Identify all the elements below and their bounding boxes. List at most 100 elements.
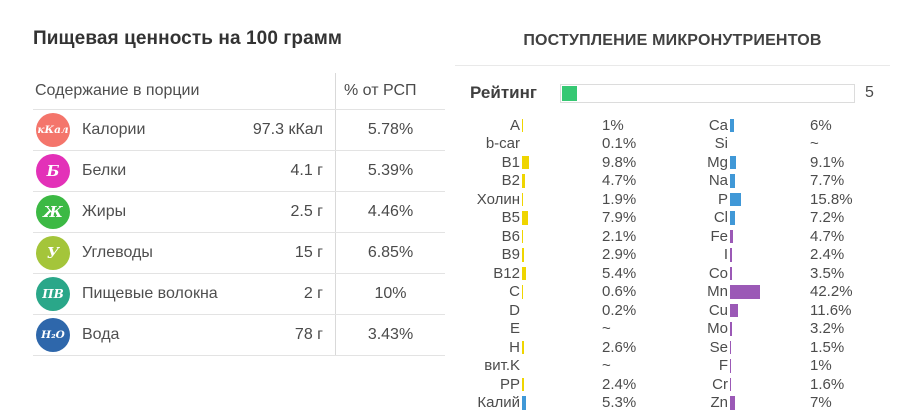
micronutrient-label: Cl	[713, 209, 728, 227]
micronutrient-bar	[520, 190, 602, 209]
micronutrient-bar	[728, 153, 810, 172]
nutrient-row: ПВ Пищевые волокна 2 г 10%	[33, 274, 445, 315]
nutrient-percent: 10%	[335, 274, 445, 314]
nutrient-percent: 4.46%	[335, 192, 445, 232]
nutrient-label: Жиры	[82, 203, 127, 220]
rating-progress-bar	[560, 83, 855, 103]
micronutrient-label: B9	[501, 246, 520, 264]
micronutrient-value: 2.1%	[602, 227, 637, 245]
micronutrient-bar	[728, 264, 810, 283]
micronutrient-row: вит.K ~ F 1%	[455, 357, 890, 376]
micronutrient-bar	[520, 320, 602, 339]
micronutrient-value: 9.8%	[602, 153, 637, 171]
micronutrient-row: B6 2.1% Fe 4.7%	[455, 227, 890, 246]
micronutrient-bar	[728, 375, 810, 394]
micronutrient-bar	[728, 338, 810, 357]
nutrient-icon-wrap: H₂O	[33, 315, 82, 355]
nutrient-row: Б Белки 4.1 г 5.39%	[33, 151, 445, 192]
micronutrient-label: Mo	[707, 320, 728, 338]
nutrition-facts-panel: Пищевая ценность на 100 грамм Содержание…	[33, 28, 445, 356]
micronutrient-label: Cu	[708, 301, 728, 319]
micronutrient-bar-fill	[522, 266, 526, 280]
nutrient-label: Вода	[82, 326, 120, 343]
micronutrient-value: 42.2%	[810, 283, 853, 301]
nutrient-value: 78 г	[294, 326, 323, 343]
micronutrient-row: B2 4.7% Na 7.7%	[455, 172, 890, 191]
micronutrient-label: C	[509, 283, 520, 301]
micronutrient-value: 15.8%	[810, 190, 853, 208]
micronutrient-label: Se	[709, 338, 728, 356]
micronutrient-value: 4.7%	[602, 172, 637, 190]
micronutrient-value: ~	[602, 357, 611, 375]
micronutrient-bar-fill	[730, 248, 732, 262]
micronutrient-row: PP 2.4% Cr 1.6%	[455, 375, 890, 394]
nutrient-value: 4.1 г	[290, 162, 323, 179]
micronutrient-row: E ~ Mo 3.2%	[455, 320, 890, 339]
micronutrient-label: Fe	[710, 227, 728, 245]
micronutrient-value: 7.9%	[602, 209, 637, 227]
micronutrient-label: E	[509, 320, 520, 338]
nutrition-table-header-row: Содержание в порции % от РСП	[33, 73, 445, 110]
micronutrient-bar	[520, 153, 602, 172]
micronutrients-panel-title: ПОСТУПЛЕНИЕ МИКРОНУТРИЕНТОВ	[523, 32, 822, 49]
micronutrient-bar	[520, 227, 602, 246]
micronutrient-value: 7.2%	[810, 209, 845, 227]
micronutrient-label: b-car	[485, 135, 520, 153]
micronutrient-value: 3.5%	[810, 264, 845, 282]
micronutrient-bar	[520, 301, 602, 320]
micronutrient-value: 1%	[810, 357, 832, 375]
micronutrient-bar	[728, 172, 810, 191]
micronutrient-bar	[520, 375, 602, 394]
micronutrient-bar	[520, 264, 602, 283]
micronutrient-bar-fill	[730, 359, 731, 373]
nutrient-label: Калории	[82, 121, 146, 138]
micronutrient-value: 2.4%	[810, 246, 845, 264]
nutrient-percent: 5.39%	[335, 151, 445, 191]
micronutrient-value: 1%	[602, 116, 624, 134]
micronutrient-value: 1.9%	[602, 190, 637, 208]
micronutrient-bar	[728, 320, 810, 339]
micronutrient-bar	[520, 135, 602, 154]
micronutrient-bar-fill	[730, 303, 738, 317]
nutrient-row: H₂O Вода 78 г 3.43%	[33, 315, 445, 356]
micronutrient-bar-fill	[522, 229, 523, 243]
micronutrient-label: PP	[499, 375, 520, 393]
micronutrient-bar	[520, 172, 602, 191]
micronutrient-row: B5 7.9% Cl 7.2%	[455, 209, 890, 228]
micronutrient-label: H	[509, 338, 520, 356]
micronutrient-bar-fill	[522, 192, 523, 206]
micronutrient-label: Zn	[710, 394, 728, 412]
micronutrient-label: B12	[493, 264, 520, 282]
micronutrient-label: Co	[708, 264, 728, 282]
nutrient-value: 2.5 г	[290, 203, 323, 220]
micronutrient-bar-fill	[522, 155, 529, 169]
micronutrient-value: 3.2%	[810, 320, 845, 338]
micronutrient-row: B1 9.8% Mg 9.1%	[455, 153, 890, 172]
micronutrient-label: Mn	[707, 283, 728, 301]
micronutrient-bar-fill	[730, 155, 736, 169]
micronutrient-bar-fill	[730, 192, 741, 206]
micronutrient-bar	[728, 135, 810, 154]
micronutrient-label: B6	[501, 227, 520, 245]
micronutrient-bar	[728, 190, 810, 209]
nutrient-row: кКал Калории 97.3 кКал 5.78%	[33, 110, 445, 151]
micronutrient-bar-fill	[522, 377, 524, 391]
micronutrient-bar	[728, 209, 810, 228]
divider	[455, 65, 890, 66]
micronutrient-label: Cr	[712, 375, 728, 393]
micronutrient-label: B2	[501, 172, 520, 190]
micronutrient-value: 2.4%	[602, 375, 637, 393]
nutrient-label: Белки	[82, 162, 127, 179]
nutrient-3-icon: Ж	[36, 195, 70, 229]
micronutrient-bar	[728, 227, 810, 246]
column-header-percent-rsp: % от РСП	[335, 73, 445, 109]
micronutrient-row: D 0.2% Cu 11.6%	[455, 301, 890, 320]
micronutrient-value: 7.7%	[810, 172, 845, 190]
nutrition-panel-title: Пищевая ценность на 100 грамм	[33, 28, 343, 49]
micronutrient-row: B9 2.9% I 2.4%	[455, 246, 890, 265]
micronutrient-value: 0.2%	[602, 301, 637, 319]
nutrient-icon-wrap: У	[33, 233, 82, 273]
micronutrient-row: Холин 1.9% P 15.8%	[455, 190, 890, 209]
micronutrient-bar-fill	[730, 377, 731, 391]
micronutrient-value: 2.9%	[602, 246, 637, 264]
